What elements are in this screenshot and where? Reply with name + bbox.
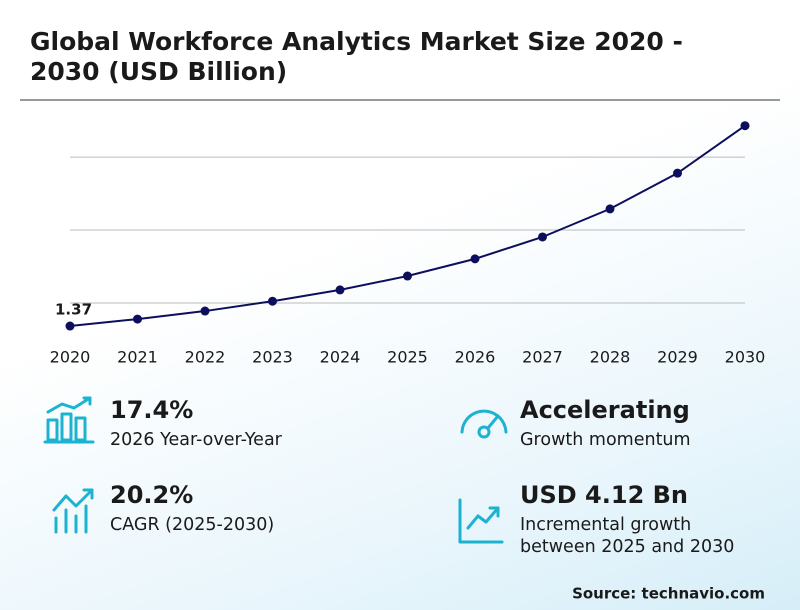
chart-icon bbox=[458, 498, 504, 544]
line bbox=[69, 124, 746, 328]
point bbox=[740, 121, 750, 131]
stats: 17.4% 2026 Year-over-Year Accelerating Grow… bbox=[110, 396, 734, 557]
stat-value: 17.4% bbox=[110, 396, 193, 424]
x-tick-label: 2024 bbox=[320, 348, 361, 367]
point bbox=[268, 296, 277, 306]
gauge-icon bbox=[460, 409, 508, 439]
data-label: 1.37 bbox=[55, 301, 92, 319]
stat-value: USD 4.12 Bn bbox=[520, 481, 688, 509]
title-line: 2030 (USD Billion) bbox=[30, 57, 287, 86]
growth-icon bbox=[52, 488, 94, 534]
x-tick-label: 2027 bbox=[522, 348, 563, 367]
point bbox=[673, 168, 682, 178]
x-tick-label: 2021 bbox=[117, 348, 158, 367]
x-tick-label: 2028 bbox=[590, 348, 631, 367]
point bbox=[65, 321, 75, 331]
stat-label: Growth momentum bbox=[520, 430, 691, 450]
source: Source: technavio.com bbox=[572, 585, 765, 603]
x-tick-label: 2030 bbox=[725, 348, 766, 367]
point bbox=[200, 306, 210, 316]
x-tick-label: 2020 bbox=[50, 348, 91, 367]
stat-label: CAGR (2025-2030) bbox=[110, 515, 274, 535]
point bbox=[538, 232, 547, 242]
stat-label: Incremental growth bbox=[520, 515, 691, 535]
stat-label: 2026 Year-over-Year bbox=[110, 430, 283, 450]
point bbox=[605, 204, 615, 214]
bar-icon bbox=[43, 396, 95, 444]
point bbox=[403, 271, 412, 281]
point bbox=[470, 254, 480, 264]
x-tick-label: 2022 bbox=[185, 348, 226, 367]
stat-value: Accelerating bbox=[520, 396, 690, 424]
x-tick-label: 2029 bbox=[657, 348, 698, 367]
title-line: Global Workforce Analytics Market Size 2… bbox=[30, 27, 683, 56]
x-tick-label: 2025 bbox=[387, 348, 428, 367]
stat-label: between 2025 and 2030 bbox=[520, 537, 734, 557]
stat-value: 20.2% bbox=[110, 481, 193, 509]
x-tick-label: 2023 bbox=[252, 348, 293, 367]
point bbox=[335, 285, 345, 295]
x-tick-label: 2026 bbox=[455, 348, 496, 367]
point bbox=[133, 314, 142, 324]
